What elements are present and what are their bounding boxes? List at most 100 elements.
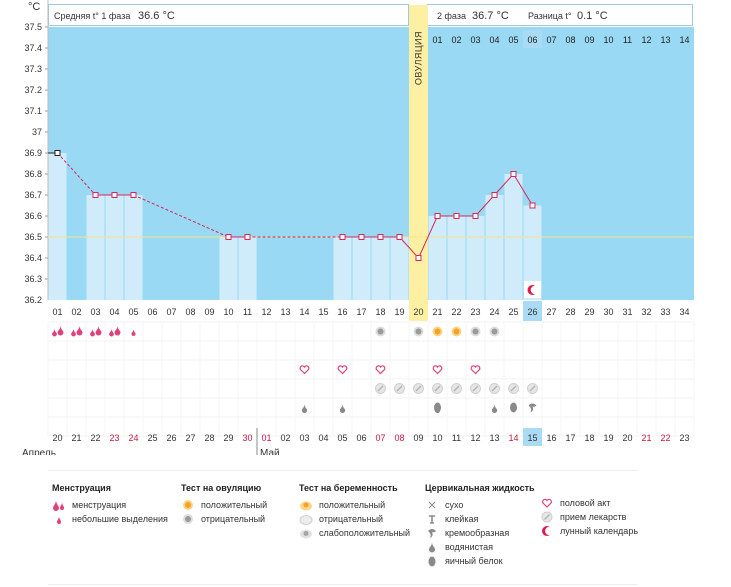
- cycle-day-label: 25: [508, 307, 518, 317]
- negative-test-icon: [181, 513, 195, 525]
- legend-text: водянистая: [445, 542, 494, 552]
- temperature-bar: [86, 195, 105, 300]
- creamy-icon: [528, 403, 537, 413]
- date-label: 23: [109, 433, 119, 443]
- phase2-day-label: 12: [641, 35, 651, 45]
- cycle-day-label: 23: [470, 307, 480, 317]
- legend-item-dry: сухо: [425, 498, 535, 512]
- temperature-point: [130, 192, 137, 198]
- legend-text: сухо: [445, 500, 464, 510]
- menstruation-drop-icon: [71, 328, 76, 337]
- cycle-day-label: 26: [527, 307, 537, 317]
- temperature-point: [92, 192, 99, 198]
- ov-test-negative-core: [491, 328, 498, 335]
- date-label: 30: [242, 433, 252, 443]
- bbt-chart: Средняя t° 1 фаза 36.6 °C 2 фаза 36.7 °C…: [22, 0, 695, 455]
- date-label: 11: [452, 433, 461, 443]
- ov-test-positive-core: [434, 328, 441, 335]
- pill-icon-line: [377, 385, 384, 392]
- month-label-april: Апрель: [22, 448, 56, 455]
- legend-title: Менструация: [52, 483, 111, 493]
- menstruation-drop-icon: [95, 325, 102, 336]
- y-tick-label: 36.3: [24, 274, 42, 284]
- watery-drop-icon: [491, 404, 498, 413]
- legend-text: кремообразная: [445, 528, 510, 538]
- legend-item-medicine: прием лекарств: [540, 510, 638, 524]
- cycle-day-label: 18: [375, 307, 385, 317]
- legend-text: клейкая: [445, 514, 479, 524]
- legend-item-menstruation: менструация: [52, 498, 168, 512]
- temperature-bar: [124, 195, 143, 300]
- menstruation-drop-icon: [114, 325, 121, 336]
- temperature-bar: [333, 237, 352, 300]
- date-label: 04: [318, 433, 328, 443]
- pill-icon-line: [434, 385, 441, 392]
- pill-icon-line: [453, 385, 460, 392]
- cycle-day-label: 31: [622, 307, 632, 317]
- heart-icon: [299, 365, 310, 375]
- date-label: 26: [166, 433, 176, 443]
- pill-icon-line: [491, 385, 498, 392]
- temperature-point: [244, 234, 251, 240]
- watery-drop-icon: [425, 541, 439, 553]
- watery-drop-icon: [301, 404, 308, 413]
- current-day-cell: [523, 301, 542, 321]
- temperature-point: [54, 150, 61, 156]
- date-label: 05: [337, 433, 347, 443]
- eggwhite-icon: [510, 402, 517, 413]
- y-tick-label: 36.4: [24, 253, 42, 263]
- legend-text: положительный: [319, 500, 386, 510]
- menstruation-drop-icon: [57, 325, 64, 336]
- cycle-day-label: 14: [299, 307, 309, 317]
- ov-test-negative-core: [415, 328, 422, 335]
- cycle-day-label: 02: [71, 307, 81, 317]
- legend-text: яичный белок: [445, 556, 503, 566]
- temperature-segment: [513, 173, 533, 206]
- legend-item-sticky: клейкая: [425, 512, 535, 526]
- date-label: 22: [660, 433, 670, 443]
- cycle-day-label: 33: [660, 307, 670, 317]
- temperature-bar: [485, 195, 504, 300]
- date-label: 14: [508, 433, 518, 443]
- phase2-day-label: 10: [603, 35, 613, 45]
- legend-ovulation-test: Тест на овуляцию положительный отрицател…: [181, 483, 267, 526]
- moon-icon: [540, 525, 554, 537]
- date-label: 27: [185, 433, 195, 443]
- menstruation-drop-icon: [109, 328, 114, 337]
- temperature-bar: [447, 216, 466, 300]
- drop-icon: [52, 499, 66, 511]
- watery-drop-icon: [339, 404, 346, 413]
- cycle-day-label: 05: [128, 307, 138, 317]
- legend-pregnancy-test: Тест на беременность положительный отриц…: [299, 483, 410, 540]
- pill-icon-line: [472, 385, 479, 392]
- heart-icon: [375, 365, 386, 375]
- y-tick-label: 36.7: [24, 190, 42, 200]
- cycle-day-label: 15: [318, 307, 328, 317]
- legend-title: Тест на овуляцию: [181, 483, 262, 493]
- ovulation-label: ОВУЛЯЦИЯ: [414, 31, 424, 85]
- temperature-bar: [466, 216, 485, 300]
- legend-text: прием лекарств: [560, 512, 627, 522]
- temperature-point: [434, 213, 441, 219]
- date-label: 23: [679, 433, 689, 443]
- ovulation-column: [409, 5, 428, 300]
- date-label: 25: [147, 433, 157, 443]
- month-label-may: Май: [260, 448, 280, 455]
- temperature-bar: [428, 216, 447, 300]
- plot-background: [48, 27, 694, 300]
- temperature-bar: [352, 237, 371, 300]
- temperature-point: [225, 234, 232, 240]
- pill-icon-line: [510, 385, 517, 392]
- phase2-day-label: 09: [584, 35, 594, 45]
- phase2-label: 2 фаза: [437, 11, 466, 21]
- ov-test-negative-core: [377, 328, 384, 335]
- cycle-day-label: 22: [451, 307, 461, 317]
- phase1-value: 36.6 °C: [138, 10, 175, 22]
- cycle-day-label: 10: [223, 307, 233, 317]
- cycle-day-label: 16: [337, 307, 347, 317]
- phase2-day-label: 06: [527, 35, 537, 45]
- legend-item-ov-negative: отрицательный: [181, 512, 267, 526]
- temperature-bar: [371, 237, 390, 300]
- legend-title: Цервикальная жидкость: [425, 483, 535, 493]
- phase2-day-label: 08: [565, 35, 575, 45]
